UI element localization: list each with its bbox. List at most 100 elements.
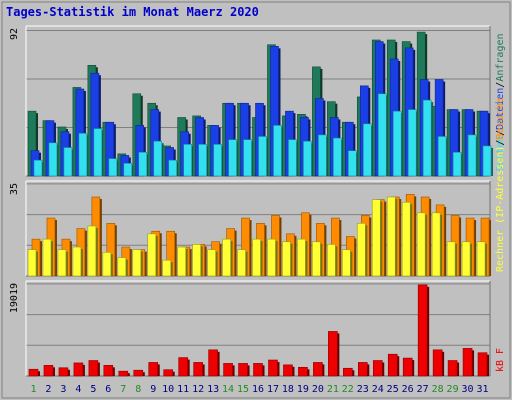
day-tick-label: 19	[297, 384, 309, 395]
kbytes-bar	[298, 366, 308, 377]
pages-bar	[63, 147, 73, 177]
day-tick-label: 25	[387, 384, 399, 395]
pages-bar	[243, 139, 252, 177]
day-tick-label: 27	[417, 384, 429, 395]
sites-bar	[461, 241, 471, 277]
sites-bar	[207, 249, 216, 277]
day-tick-label: 2	[45, 384, 51, 395]
pages-bar	[48, 142, 58, 177]
day-tick-label: 29	[447, 384, 459, 395]
kbytes-bar	[103, 365, 114, 377]
sites-bar	[446, 241, 456, 277]
pages-bar	[467, 134, 477, 177]
top-panel	[25, 25, 494, 177]
sites-bar	[87, 225, 97, 277]
day-tick-label: 13	[207, 384, 219, 395]
day-tick-label: 17	[267, 384, 279, 395]
kbytes-bar	[88, 360, 99, 377]
pages-bar	[452, 151, 462, 177]
sites-bar	[356, 223, 366, 277]
sites-bar	[102, 252, 112, 277]
sites-bar	[386, 196, 396, 277]
pages-bar	[392, 110, 402, 177]
day-tick-label: 20	[312, 384, 324, 395]
pages-bar	[108, 158, 118, 177]
sites-bar	[416, 212, 426, 277]
sites-bar	[476, 241, 486, 277]
pages-bar	[288, 139, 297, 177]
kbytes-bar	[402, 357, 413, 377]
kbytes-bar	[447, 360, 458, 377]
day-tick-label: 30	[462, 384, 474, 395]
sites-bar	[327, 244, 336, 277]
legend-kbytes: kB F	[495, 348, 506, 372]
day-tick-label: 10	[162, 384, 174, 395]
sites-bar	[342, 249, 351, 277]
day-tick-label: 4	[75, 384, 81, 395]
sites-bar	[237, 249, 246, 277]
sites-bar	[117, 257, 127, 277]
sites-bar	[312, 241, 321, 277]
sites-bar	[282, 241, 291, 277]
kbytes-bar	[208, 349, 218, 377]
pages-bar	[362, 123, 372, 177]
kbytes-bar	[163, 369, 174, 377]
kbytes-bar	[223, 363, 233, 377]
day-tick-label: 8	[135, 384, 141, 395]
kbytes-bar	[462, 348, 473, 377]
kbytes-bar	[343, 367, 353, 377]
pages-bar	[422, 99, 432, 177]
sites-bar	[57, 249, 67, 277]
kbytes-bar	[357, 362, 368, 377]
sites-bar	[267, 238, 276, 277]
day-tick-label: 3	[60, 384, 66, 395]
pages-bar	[482, 145, 492, 177]
middle-panel-ymax-label: 35	[9, 183, 20, 195]
legend-visits: Besuche	[495, 97, 506, 139]
kbytes-bar	[313, 362, 323, 377]
day-tick-label: 5	[90, 384, 96, 395]
sites-bar	[401, 201, 411, 277]
kbytes-bar	[417, 284, 428, 377]
pages-bar	[437, 136, 447, 177]
sites-bar	[222, 238, 231, 277]
page-title: Tages-Statistik im Monat Maerz 2020	[6, 5, 259, 19]
sites-bar	[132, 249, 142, 277]
pages-bar	[377, 93, 387, 177]
pages-bar	[273, 125, 282, 177]
day-tick-label: 14	[222, 384, 234, 395]
sites-bar	[431, 212, 441, 277]
pages-bar	[198, 144, 207, 177]
day-tick-label: 28	[432, 384, 444, 395]
pages-bar	[123, 163, 133, 177]
day-tick-label: 6	[105, 384, 111, 395]
kbytes-bar	[193, 362, 203, 377]
kbytes-bar	[133, 369, 144, 377]
top-legend: Seiten/Dateien/Anfragen	[495, 33, 506, 172]
day-tick-label: 16	[252, 384, 264, 395]
day-tick-label: 18	[282, 384, 294, 395]
day-tick-label: 9	[150, 384, 156, 395]
middle-panel	[25, 180, 492, 277]
day-tick-label: 12	[192, 384, 204, 395]
pages-bar	[333, 137, 342, 177]
legend-sites: Rechner (IP-Adressen)	[495, 146, 506, 272]
pages-bar	[153, 140, 163, 177]
day-tick-label: 11	[177, 384, 189, 395]
kbytes-bar	[387, 353, 398, 377]
day-tick-label: 15	[237, 384, 249, 395]
kbytes-bar	[178, 357, 188, 377]
pages-bar	[93, 128, 103, 177]
day-tick-label: 22	[342, 384, 354, 395]
sites-bar	[192, 244, 201, 277]
kbytes-bar	[432, 349, 443, 377]
kbytes-bar	[238, 363, 248, 377]
pages-bar	[213, 144, 222, 177]
kbytes-bar	[73, 362, 84, 377]
sites-bar	[42, 238, 52, 277]
day-tick-label: 23	[357, 384, 369, 395]
sites-bar	[72, 246, 82, 277]
